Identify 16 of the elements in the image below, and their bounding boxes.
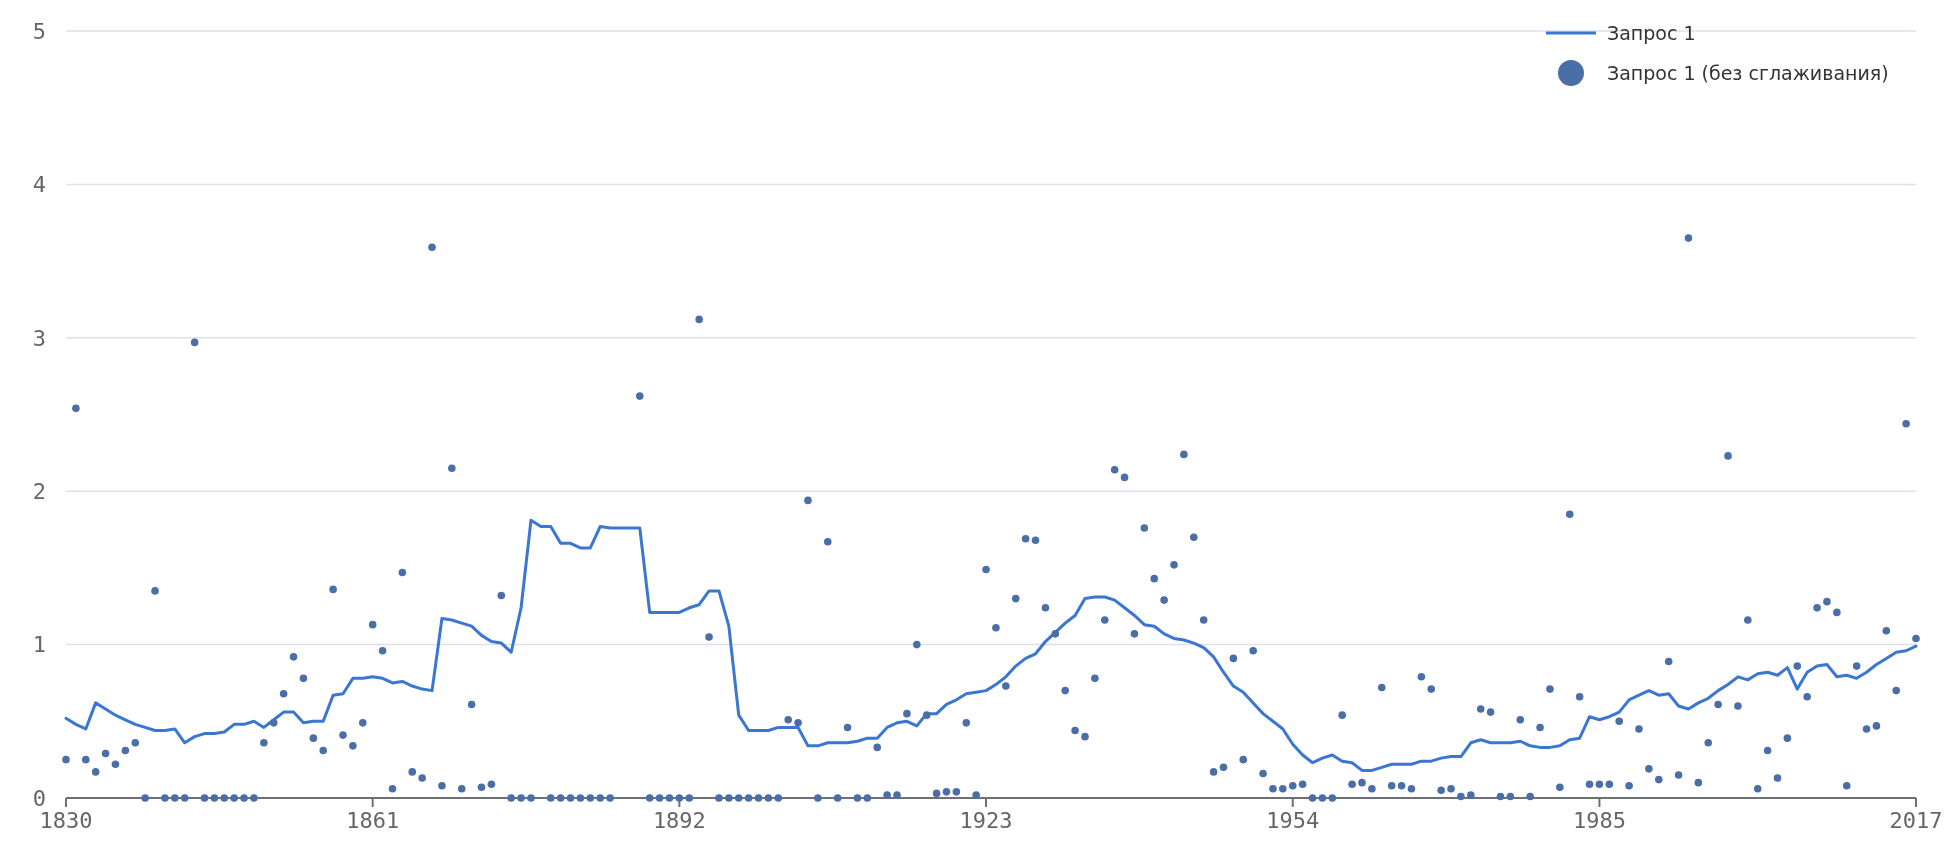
x-tick-label: 1892: [652, 808, 706, 833]
y-tick-label: 2: [32, 478, 46, 504]
x-tick-label: 1923: [959, 808, 1013, 833]
x-tick-label: 1830: [39, 808, 93, 833]
y-tick-label: 4: [32, 172, 46, 198]
y-tick-label: 3: [32, 325, 46, 351]
legend-label: Запрос 1: [1607, 21, 1696, 44]
y-tick-label: 1: [32, 632, 46, 658]
y-tick-label: 0: [32, 785, 46, 811]
x-tick-label: 1985: [1572, 808, 1626, 833]
legend-label: Запрос 1 (без сглаживания): [1607, 61, 1889, 84]
x-tick-label: 1954: [1266, 808, 1320, 833]
x-tick-label: 2017: [1889, 808, 1943, 833]
line-series: [64, 518, 1918, 772]
y-tick-label: 5: [32, 18, 46, 44]
x-tick-label: 1861: [346, 808, 400, 833]
